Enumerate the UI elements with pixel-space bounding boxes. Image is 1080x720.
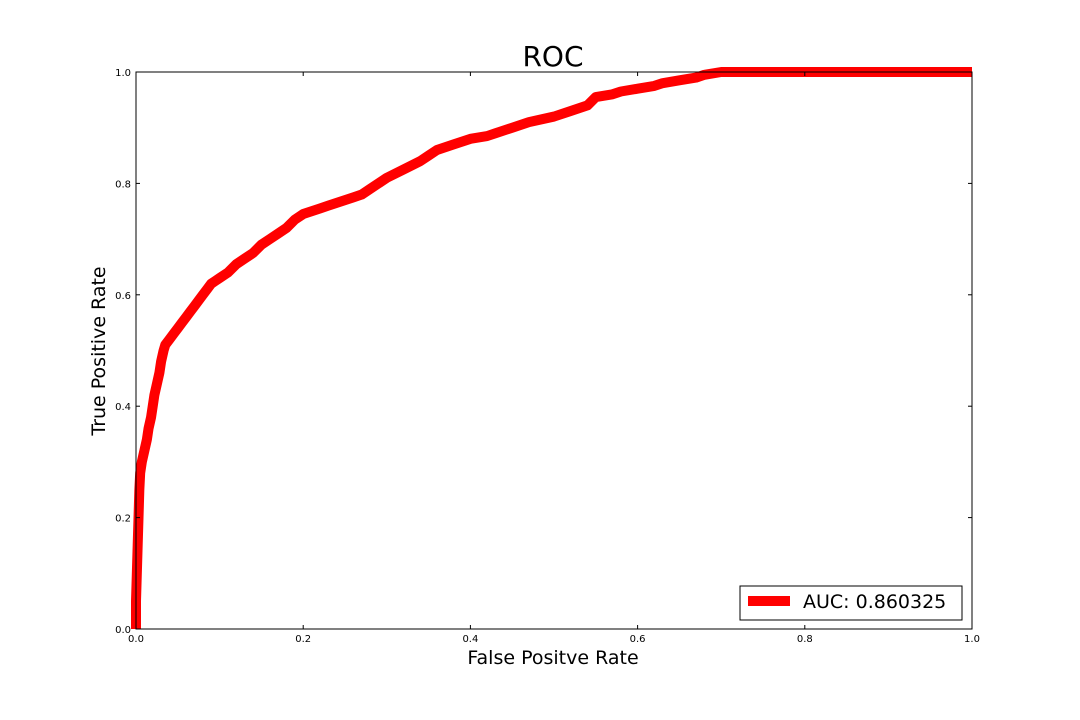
plot-background	[136, 72, 972, 629]
legend: AUC: 0.860325	[739, 585, 963, 621]
series-layer	[131, 67, 972, 629]
y-axis-label: True Positive Rate	[88, 266, 110, 436]
x-tick-label: 0.4	[462, 634, 478, 645]
y-tick-label: 0.6	[115, 291, 131, 302]
y-axis-ticks: 0.0 0.2 0.4 0.6 0.8 1.0	[115, 68, 972, 636]
x-tick-label: 0.6	[630, 634, 646, 645]
x-tick-label: 0.8	[797, 634, 813, 645]
roc-curve-line-0	[131, 67, 972, 629]
plot-area	[131, 67, 973, 630]
plot-frame	[135, 71, 973, 630]
x-axis-label: False Positve Rate	[467, 647, 638, 669]
y-tick-label: 0.0	[115, 625, 131, 636]
y-tick-label: 0.8	[115, 179, 131, 190]
chart-title: ROC	[522, 40, 583, 73]
y-tick-label: 1.0	[115, 68, 131, 79]
x-axis-ticks: 0.0 0.2 0.4 0.6 0.8 1.0	[128, 72, 980, 645]
y-tick-label: 0.4	[115, 402, 131, 413]
x-tick-label: 1.0	[964, 634, 980, 645]
legend-label: AUC: 0.860325	[803, 591, 946, 613]
y-tick-label: 0.2	[115, 514, 131, 525]
x-tick-label: 0.2	[295, 634, 311, 645]
x-tick-label: 0.0	[128, 634, 144, 645]
